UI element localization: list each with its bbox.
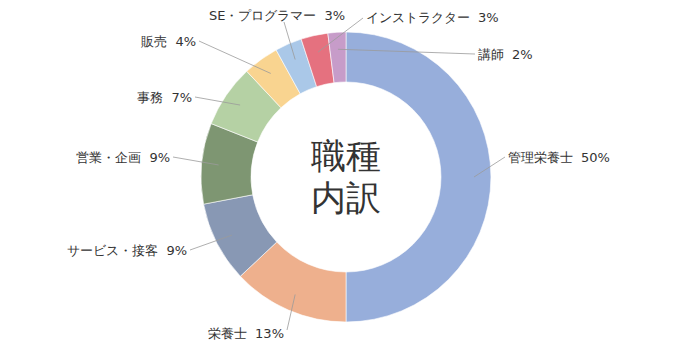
data-label: 営業・企画 9% (76, 150, 170, 165)
data-label: 事務 7% (137, 90, 192, 105)
leader-line (338, 49, 475, 54)
chart-root: {"chart_data": {"type": "pie", "title": … (0, 0, 692, 353)
category-label: 栄養士 (208, 326, 247, 341)
labels: 管理栄養士 50% 栄養士 13% サービス・接客 9% 営業・企画 9% 事務 7% 販売 4% SE… (67, 8, 610, 341)
value-label: 2% (512, 47, 533, 62)
value-label: 9% (166, 243, 187, 258)
leader-line (474, 157, 505, 177)
data-label: 栄養士 13% (208, 326, 284, 341)
leader-line (190, 235, 232, 250)
data-label: 販売 4% (141, 34, 196, 49)
leader-line (284, 22, 295, 60)
category-label: 販売 (141, 34, 167, 49)
chart-svg: 管理栄養士 50% 栄養士 13% サービス・接客 9% 営業・企画 9% 事務 7% 販売 4% SE… (0, 0, 692, 353)
category-label: インストラクター (366, 10, 470, 25)
leader-line (199, 41, 271, 73)
category-label: 営業・企画 (76, 150, 141, 165)
data-label: SE・プログラマー 3% (209, 8, 345, 23)
leader-line (195, 97, 240, 105)
leader-line (173, 157, 219, 165)
slice (346, 32, 491, 322)
value-label: 50% (581, 150, 610, 165)
slice (204, 195, 277, 276)
slices (201, 32, 491, 322)
category-label: 管理栄養士 (508, 150, 573, 165)
value-label: 13% (255, 326, 284, 341)
data-label: サービス・接客 9% (67, 243, 187, 258)
category-label: SE・プログラマー (209, 8, 316, 23)
leader-line (318, 18, 363, 52)
leader-line (287, 294, 295, 330)
value-label: 7% (171, 90, 192, 105)
value-label: 9% (149, 150, 170, 165)
category-label: 講師 (478, 47, 504, 62)
value-label: 4% (175, 34, 196, 49)
center-title: 職種内訳 (308, 135, 384, 219)
data-label: インストラクター 3% (366, 10, 499, 25)
category-label: 事務 (137, 90, 163, 105)
slice (328, 32, 346, 83)
value-label: 3% (478, 10, 499, 25)
value-label: 3% (324, 8, 345, 23)
data-label: 管理栄養士 50% (508, 150, 610, 165)
data-label: 講師 2% (478, 47, 533, 62)
category-label: サービス・接客 (67, 243, 158, 258)
